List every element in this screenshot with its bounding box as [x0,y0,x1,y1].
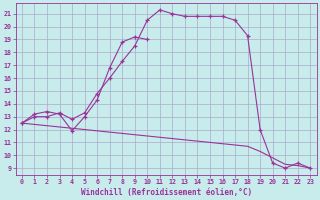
X-axis label: Windchill (Refroidissement éolien,°C): Windchill (Refroidissement éolien,°C) [81,188,252,197]
